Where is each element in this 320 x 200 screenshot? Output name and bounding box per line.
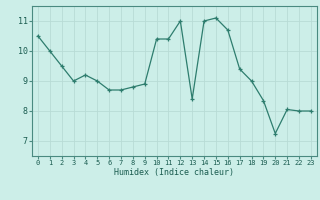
X-axis label: Humidex (Indice chaleur): Humidex (Indice chaleur) bbox=[115, 168, 234, 177]
